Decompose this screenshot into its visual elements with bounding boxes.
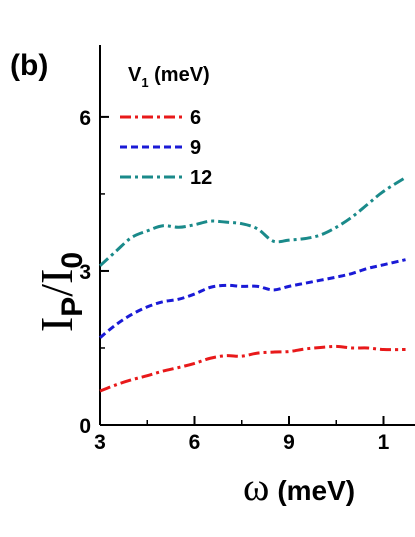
panel-label: (b): [10, 49, 48, 82]
legend-title: V1 (meV): [128, 64, 210, 90]
x-tick-label: 9: [283, 431, 295, 454]
legend-title-sub: 1: [141, 75, 148, 90]
svg-text:IP/I0: IP/I0: [31, 252, 89, 332]
series-line-6: [99, 344, 406, 393]
ylabel-main2: I: [31, 269, 82, 284]
x-tick-label: 3: [94, 431, 106, 454]
x-ticks: 3 6 9 1: [94, 416, 390, 454]
y-axis-label: IP/I0: [31, 252, 89, 332]
legend-title-unit: (meV): [149, 64, 210, 86]
legend-title-main: V: [128, 64, 142, 86]
legend: V1 (meV) 6 9 12: [120, 64, 212, 189]
ylabel-slash: /: [31, 284, 82, 297]
x-tick-label: 1: [378, 431, 390, 454]
series-line-9: [99, 258, 406, 339]
legend-label-9: 9: [190, 137, 201, 159]
ylabel-sub1: P: [56, 297, 89, 317]
axes: [99, 45, 415, 426]
x-axis-label: ω (meV): [243, 464, 355, 509]
x-tick-label: 6: [189, 431, 201, 454]
ylabel-sub2: 0: [56, 252, 89, 269]
legend-label-12: 12: [190, 167, 212, 189]
ylabel-main: I: [31, 317, 82, 332]
series-line-12: [98, 176, 407, 267]
xlabel-unit: (meV): [277, 475, 355, 506]
y-tick-label: 0: [79, 415, 91, 438]
y-tick-label: 3: [79, 261, 91, 284]
y-tick-label: 6: [79, 107, 91, 130]
legend-label-6: 6: [190, 107, 201, 129]
xlabel-symbol: ω: [243, 464, 269, 509]
y-ticks: 0 3 6: [79, 107, 109, 438]
svg-text:ω(meV): ω (meV): [243, 464, 355, 509]
series-group: [98, 176, 407, 393]
